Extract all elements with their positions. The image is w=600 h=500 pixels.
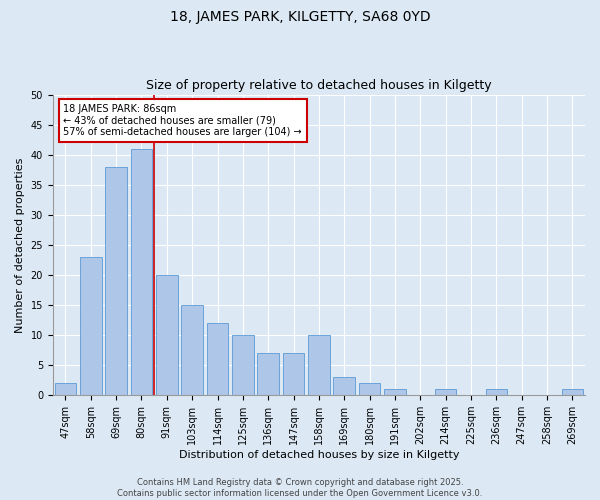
Bar (359, 383, 380, 395)
Bar (232, 335, 254, 395)
Bar (80, 257, 101, 395)
Y-axis label: Number of detached properties: Number of detached properties (15, 157, 25, 332)
Title: Size of property relative to detached houses in Kilgetty: Size of property relative to detached ho… (146, 79, 492, 92)
Bar (334, 377, 355, 395)
Bar (257, 353, 279, 395)
Bar (308, 335, 329, 395)
Bar (55, 383, 76, 395)
Bar (384, 389, 406, 395)
X-axis label: Distribution of detached houses by size in Kilgetty: Distribution of detached houses by size … (179, 450, 459, 460)
Bar (207, 323, 228, 395)
Text: 18 JAMES PARK: 86sqm
← 43% of detached houses are smaller (79)
57% of semi-detac: 18 JAMES PARK: 86sqm ← 43% of detached h… (64, 104, 302, 137)
Bar (181, 305, 203, 395)
Bar (283, 353, 304, 395)
Text: 18, JAMES PARK, KILGETTY, SA68 0YD: 18, JAMES PARK, KILGETTY, SA68 0YD (170, 10, 430, 24)
Bar (156, 275, 178, 395)
Bar (562, 389, 583, 395)
Bar (106, 166, 127, 395)
Bar (131, 148, 152, 395)
Bar (435, 389, 457, 395)
Text: Contains HM Land Registry data © Crown copyright and database right 2025.
Contai: Contains HM Land Registry data © Crown c… (118, 478, 482, 498)
Bar (485, 389, 507, 395)
